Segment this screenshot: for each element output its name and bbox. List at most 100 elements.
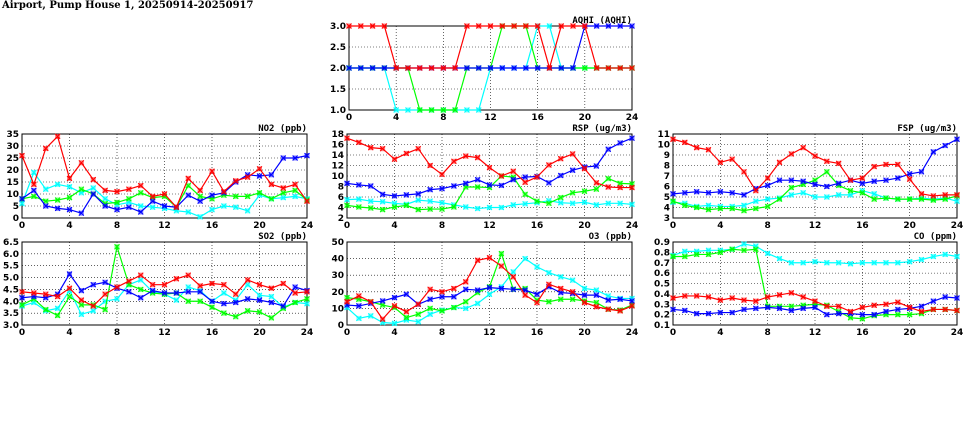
data-point-marker [102,279,108,286]
data-point-marker [930,253,937,260]
plot-frame [21,241,308,326]
data-point-marker [788,177,795,184]
y-tick-label: 6.0 [3,250,19,260]
data-point-marker [629,303,635,309]
data-point-marker [475,65,482,71]
data-point-marker [570,23,576,29]
data-point-marker [66,194,73,201]
data-point-marker [717,297,724,303]
y-tick-label: 16 [331,141,344,151]
data-point-marker [918,190,925,197]
data-point-marker [462,204,469,210]
data-point-marker [474,184,481,190]
data-point-marker [823,259,830,266]
data-point-marker [800,259,807,266]
data-point-marker [31,169,37,176]
data-point-marker [369,65,376,71]
data-point-marker [954,192,960,198]
x-tick-label: 20 [253,221,266,231]
data-point-marker [617,65,624,71]
data-point-marker [581,292,588,298]
data-point-marker [31,187,37,194]
plot-frame [21,133,308,219]
data-point-marker [42,306,49,313]
data-point-marker [835,303,842,310]
data-point-marker [244,307,251,314]
data-point-marker [161,290,168,296]
data-point-marker [557,285,564,292]
data-point-marker [569,189,576,196]
data-point-marker [137,189,144,196]
y-tick-label: 5 [664,193,670,203]
x-tick-label: 0 [344,221,350,231]
data-point-marker [137,272,144,279]
data-point-marker [741,202,747,209]
y-tick-label: 10 [331,304,344,314]
data-point-marker [859,189,866,196]
y-tick-label: 15 [6,178,19,188]
data-point-marker [670,198,676,205]
data-point-marker [605,175,612,182]
data-point-marker [474,300,481,307]
data-point-marker [173,297,180,303]
x-tick-label: 24 [951,328,964,338]
data-point-marker [197,288,203,295]
y-tick-label: 30 [331,271,344,281]
data-point-marker [292,181,298,188]
chart-o3: 0 10 20 30 40 50 0 4 8 12 16 20 24 O3 (ppb) [331,232,638,338]
data-point-marker [510,269,517,275]
data-point-marker [462,153,469,159]
data-point-marker [499,23,506,29]
data-point-marker [66,183,73,190]
data-point-marker [379,145,386,152]
chart-title: SO2 (ppb) [258,232,307,242]
data-point-marker [280,280,287,287]
data-point-marker [185,272,192,279]
data-point-marker [752,198,759,205]
data-point-marker [42,291,49,298]
data-point-marker [209,298,215,305]
data-point-marker [894,196,901,202]
data-point-marker [906,311,913,318]
data-point-marker [534,174,540,180]
x-tick-label: 12 [158,328,171,338]
data-point-marker [871,178,878,185]
data-point-marker [823,158,830,165]
data-point-marker [451,158,457,165]
data-point-marker [705,294,712,300]
x-tick-label: 4 [66,328,72,338]
data-point-marker [593,303,600,310]
x-tick-label: 12 [158,221,171,231]
data-point-marker [161,191,168,197]
data-point-marker [681,202,688,209]
data-point-marker [379,191,386,198]
data-point-marker [292,187,298,194]
data-point-marker [871,311,878,318]
data-point-marker [522,292,528,298]
data-point-marker [906,258,913,265]
data-point-marker [705,146,712,153]
y-tick-label: 35 [6,130,19,140]
data-point-marker [942,196,949,202]
data-point-marker [617,140,623,146]
chart-co: 0.10.20.30.40.50.60.70.80.9 0 4 8 12 16 20 24 CO… [654,232,963,338]
data-point-marker [605,65,612,71]
plot-frame [346,133,633,219]
data-point-marker [847,187,854,194]
data-point-marker [415,197,422,204]
data-point-marker [557,199,564,206]
x-tick-label: 0 [19,328,25,338]
data-point-marker [918,256,925,263]
data-point-marker [427,186,433,193]
data-point-marker [462,278,469,285]
data-point-marker [405,107,411,113]
data-point-marker [256,165,263,172]
data-point-marker [304,288,310,295]
data-point-marker [357,65,364,71]
data-point-marker [859,180,866,187]
data-point-marker [462,180,469,187]
x-tick-label: 0 [346,113,352,123]
data-point-marker [197,193,203,200]
data-point-marker [883,259,889,266]
data-point-marker [681,293,688,299]
